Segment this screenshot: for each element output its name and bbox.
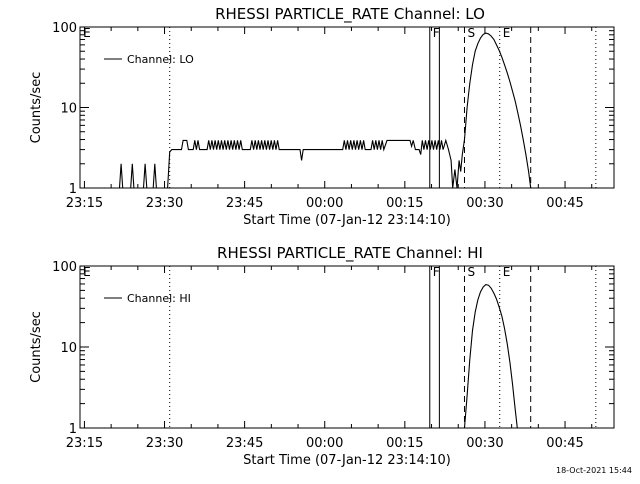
generation-timestamp: 18-Oct-2021 15:44: [556, 466, 632, 475]
y-tick-label: 100: [52, 260, 77, 275]
chart-title: RHESSI PARTICLE_RATE Channel: LO: [215, 5, 485, 24]
series-line: [463, 284, 518, 429]
event-marker-label: E: [503, 265, 511, 279]
legend-label: Channel: LO: [127, 53, 194, 66]
y-tick-label: 10: [60, 341, 77, 356]
y-axis-label: Counts/sec: [29, 311, 44, 383]
x-tick-label: 00:45: [546, 196, 583, 211]
x-tick-label: 00:45: [546, 436, 583, 451]
x-tick-label: 23:45: [226, 436, 263, 451]
y-tick-label: 10: [60, 102, 77, 117]
chart-title: RHESSI PARTICLE_RATE Channel: HI: [217, 244, 483, 263]
x-tick-label: 00:00: [306, 436, 343, 451]
event-marker-label: S: [467, 265, 475, 279]
event-marker-label: E: [83, 26, 91, 40]
event-marker-label: F: [433, 26, 440, 40]
x-tick-label: 23:15: [66, 436, 103, 451]
event-marker-label: F: [433, 265, 440, 279]
plot-frame: [79, 265, 615, 429]
event-marker-label: E: [503, 26, 511, 40]
x-axis-label: Start Time (07-Jan-12 23:14:10): [243, 453, 451, 468]
x-tick-label: 23:15: [66, 196, 103, 211]
chart-panel-1: RHESSI PARTICLE_RATE Channel: LO 23:15 23:…: [29, 5, 615, 228]
x-tick-label: 00:00: [306, 196, 343, 211]
legend-label: Channel: HI: [127, 292, 191, 305]
x-axis-label: Start Time (07-Jan-12 23:14:10): [243, 213, 451, 228]
x-tick-label: 23:45: [226, 196, 263, 211]
y-tick-label: 100: [52, 21, 77, 36]
event-marker-label: S: [467, 26, 475, 40]
x-tick-label: 23:30: [146, 436, 183, 451]
plot-frame: [79, 26, 615, 189]
x-tick-label: 00:30: [466, 196, 503, 211]
chart-panel-2: RHESSI PARTICLE_RATE Channel: HI 23:15 23:…: [29, 244, 615, 468]
x-tick-label: 00:15: [386, 436, 423, 451]
y-axis-label: Counts/sec: [29, 72, 44, 144]
event-marker-label: E: [83, 265, 91, 279]
x-tick-label: 00:15: [386, 196, 423, 211]
y-tick-label: 1: [69, 422, 77, 437]
x-tick-label: 00:30: [466, 436, 503, 451]
series-line: [80, 32, 532, 189]
x-tick-label: 23:30: [146, 196, 183, 211]
y-tick-label: 1: [69, 182, 77, 197]
